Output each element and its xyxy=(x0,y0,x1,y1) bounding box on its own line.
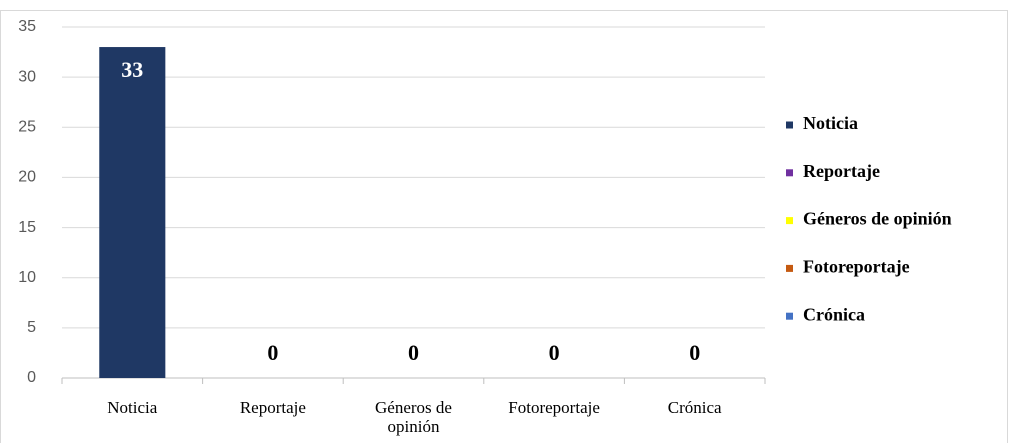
x-tick-label: Reportaje xyxy=(239,398,306,417)
legend-swatch xyxy=(786,312,793,320)
data-label: 33 xyxy=(121,57,143,82)
x-tick-label: Fotoreportaje xyxy=(508,398,600,417)
legend-label: Noticia xyxy=(803,113,858,133)
x-tick-label: Crónica xyxy=(667,398,722,417)
data-label: 0 xyxy=(267,340,278,365)
y-tick-label: 20 xyxy=(18,169,36,186)
legend-swatch xyxy=(786,264,793,272)
legend-label: Fotoreportaje xyxy=(803,257,910,277)
chart-border xyxy=(0,10,1008,443)
y-tick-label: 5 xyxy=(27,319,36,336)
y-tick-label: 30 xyxy=(18,68,36,85)
data-label: 0 xyxy=(408,340,419,365)
legend-label: Crónica xyxy=(803,304,865,324)
x-tick-label: Noticia xyxy=(107,398,158,417)
y-tick-label: 25 xyxy=(18,119,36,136)
legend-label: Reportaje xyxy=(803,161,880,181)
y-tick-label: 0 xyxy=(27,369,36,386)
bar xyxy=(99,47,166,379)
data-label: 0 xyxy=(689,340,700,365)
legend-swatch xyxy=(786,121,793,129)
data-label: 0 xyxy=(549,340,560,365)
legend-swatch xyxy=(786,217,793,225)
y-tick-label: 10 xyxy=(18,269,36,286)
y-tick-label: 15 xyxy=(18,219,36,236)
x-tick-label: Géneros de opinión xyxy=(375,398,452,436)
legend-label: Géneros de opinión xyxy=(803,209,952,229)
y-tick-label: 35 xyxy=(18,18,36,35)
legend-swatch xyxy=(786,169,793,177)
